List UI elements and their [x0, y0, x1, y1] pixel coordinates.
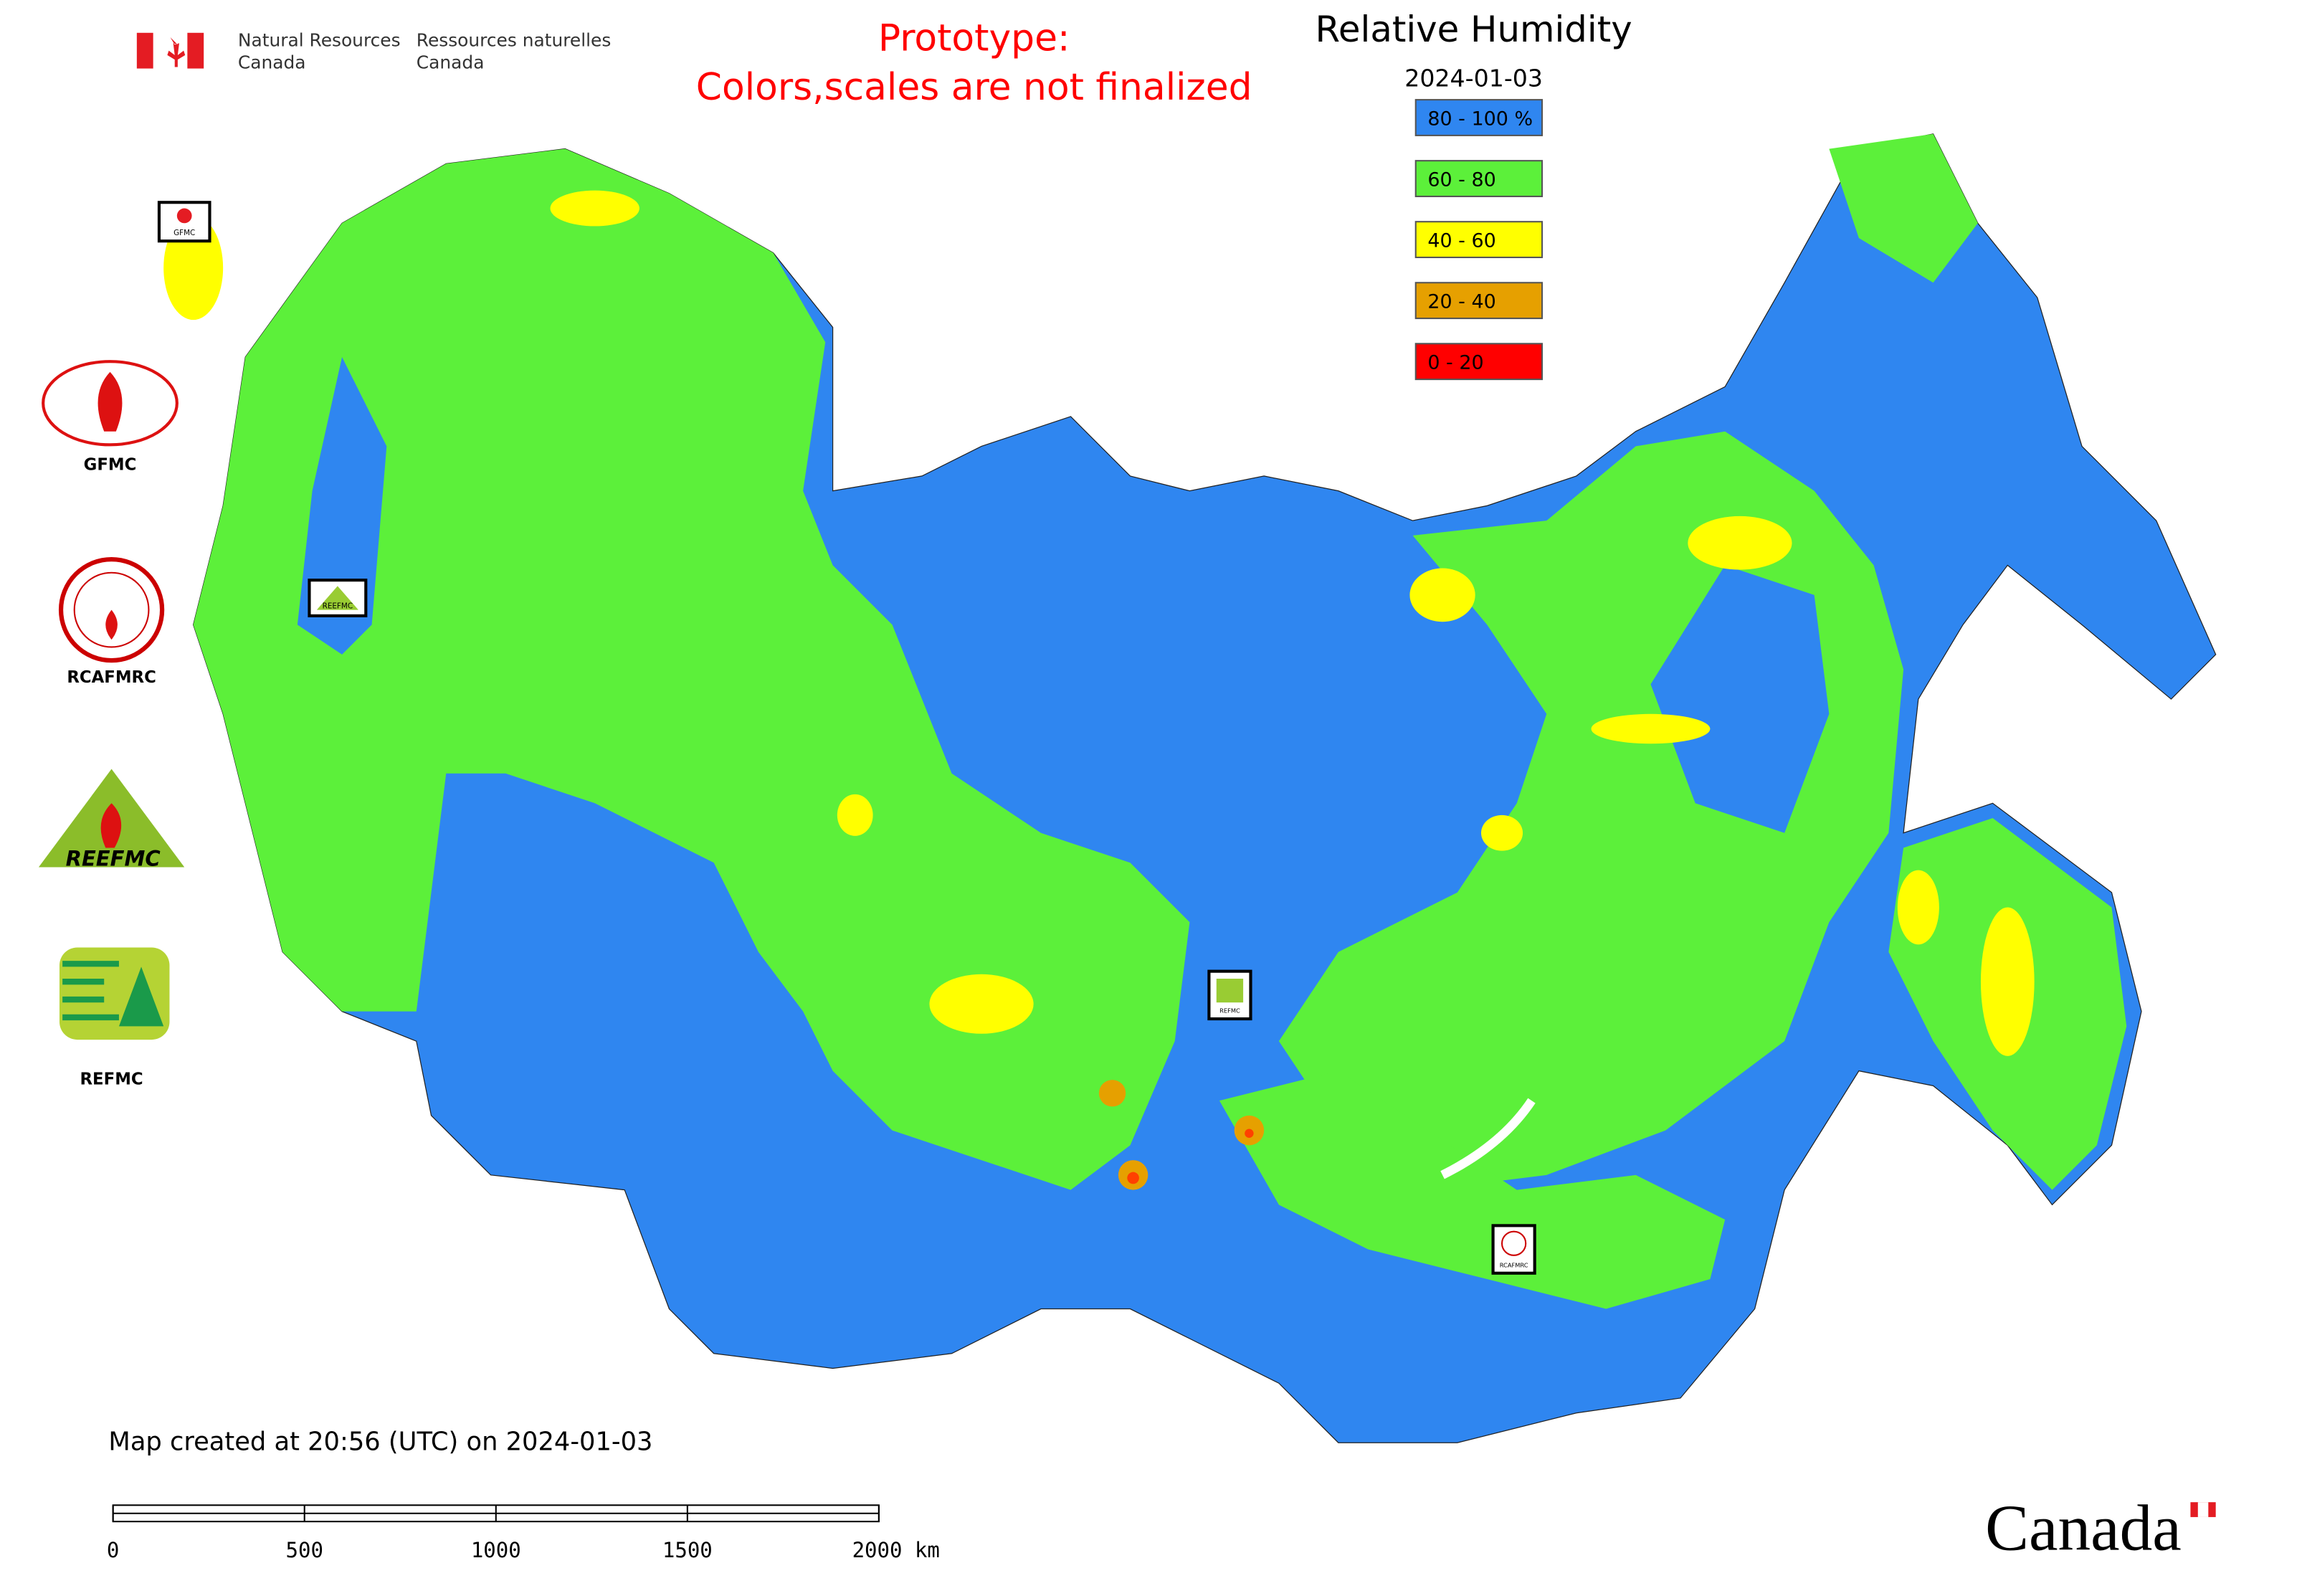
map-area: [163, 133, 2217, 1443]
agency-fr: Ressources naturelles: [417, 29, 612, 50]
scale-tick-label: 1000: [471, 1538, 521, 1562]
prototype-notice: Prototype:: [878, 17, 1070, 60]
logo-label: REEFMC: [66, 846, 161, 870]
marker-label: REFMC: [1219, 1007, 1240, 1015]
canada-wordmark: Canada: [1985, 1492, 2216, 1564]
logo-label: REFMC: [80, 1070, 143, 1088]
legend-label: 60 - 80: [1427, 168, 1495, 191]
scale-tick-label: 1500: [662, 1538, 713, 1562]
marker-label: GFMC: [173, 229, 195, 237]
agency-en: Canada: [238, 52, 306, 73]
agency-en: Natural Resources: [238, 29, 401, 50]
map-marker: REFMC: [1207, 969, 1252, 1021]
legend-date: 2024-01-03: [1404, 64, 1543, 92]
scale-tick-label: 2000 km: [852, 1538, 940, 1562]
legend-label: 0 - 20: [1427, 352, 1483, 374]
wordmark: Canada: [1985, 1492, 2182, 1564]
logo: GFMC: [42, 360, 179, 475]
creation-note: Map created at 20:56 (UTC) on 2024-01-03: [108, 1428, 652, 1457]
scale-bar: 0 500 1000 1500 2000 km: [107, 1504, 940, 1562]
map-marker: REEFMC: [308, 579, 368, 617]
logo: REFMC: [59, 947, 170, 1088]
marker-label: RCAFMRC: [1500, 1261, 1528, 1268]
logo: RCAFMRC: [58, 556, 165, 687]
logo: REEFMC: [38, 769, 185, 870]
legend-label: 80 - 100 %: [1427, 108, 1533, 130]
map-marker: RCAFMRC: [1491, 1224, 1536, 1275]
legend-swatch: [1414, 282, 1544, 320]
legend-title: Relative Humidity: [1316, 9, 1632, 50]
map-marker: GFMC: [157, 201, 211, 243]
legend-label: 20 - 40: [1427, 291, 1495, 313]
marker-label: REEFMC: [323, 602, 353, 611]
prototype-notice: Colors,scales are not finalized: [696, 66, 1252, 109]
legend-label: 40 - 60: [1427, 229, 1495, 252]
logo-label: RCAFMRC: [67, 668, 156, 687]
legend-swatch: [1414, 160, 1544, 197]
legend-swatch: [1414, 221, 1544, 259]
agency-fr: Canada: [417, 52, 485, 73]
scale-tick-label: 0: [107, 1538, 119, 1562]
agency-signature: Natural Resources Canada Ressources natu…: [136, 29, 612, 73]
logo-label: GFMC: [84, 456, 137, 475]
scale-tick-label: 500: [285, 1538, 323, 1562]
legend-swatch: [1414, 99, 1544, 136]
legend: Relative Humidity 2024-01-03 80 - 100 % 6…: [1316, 9, 1632, 381]
legend-swatch: [1414, 343, 1544, 381]
